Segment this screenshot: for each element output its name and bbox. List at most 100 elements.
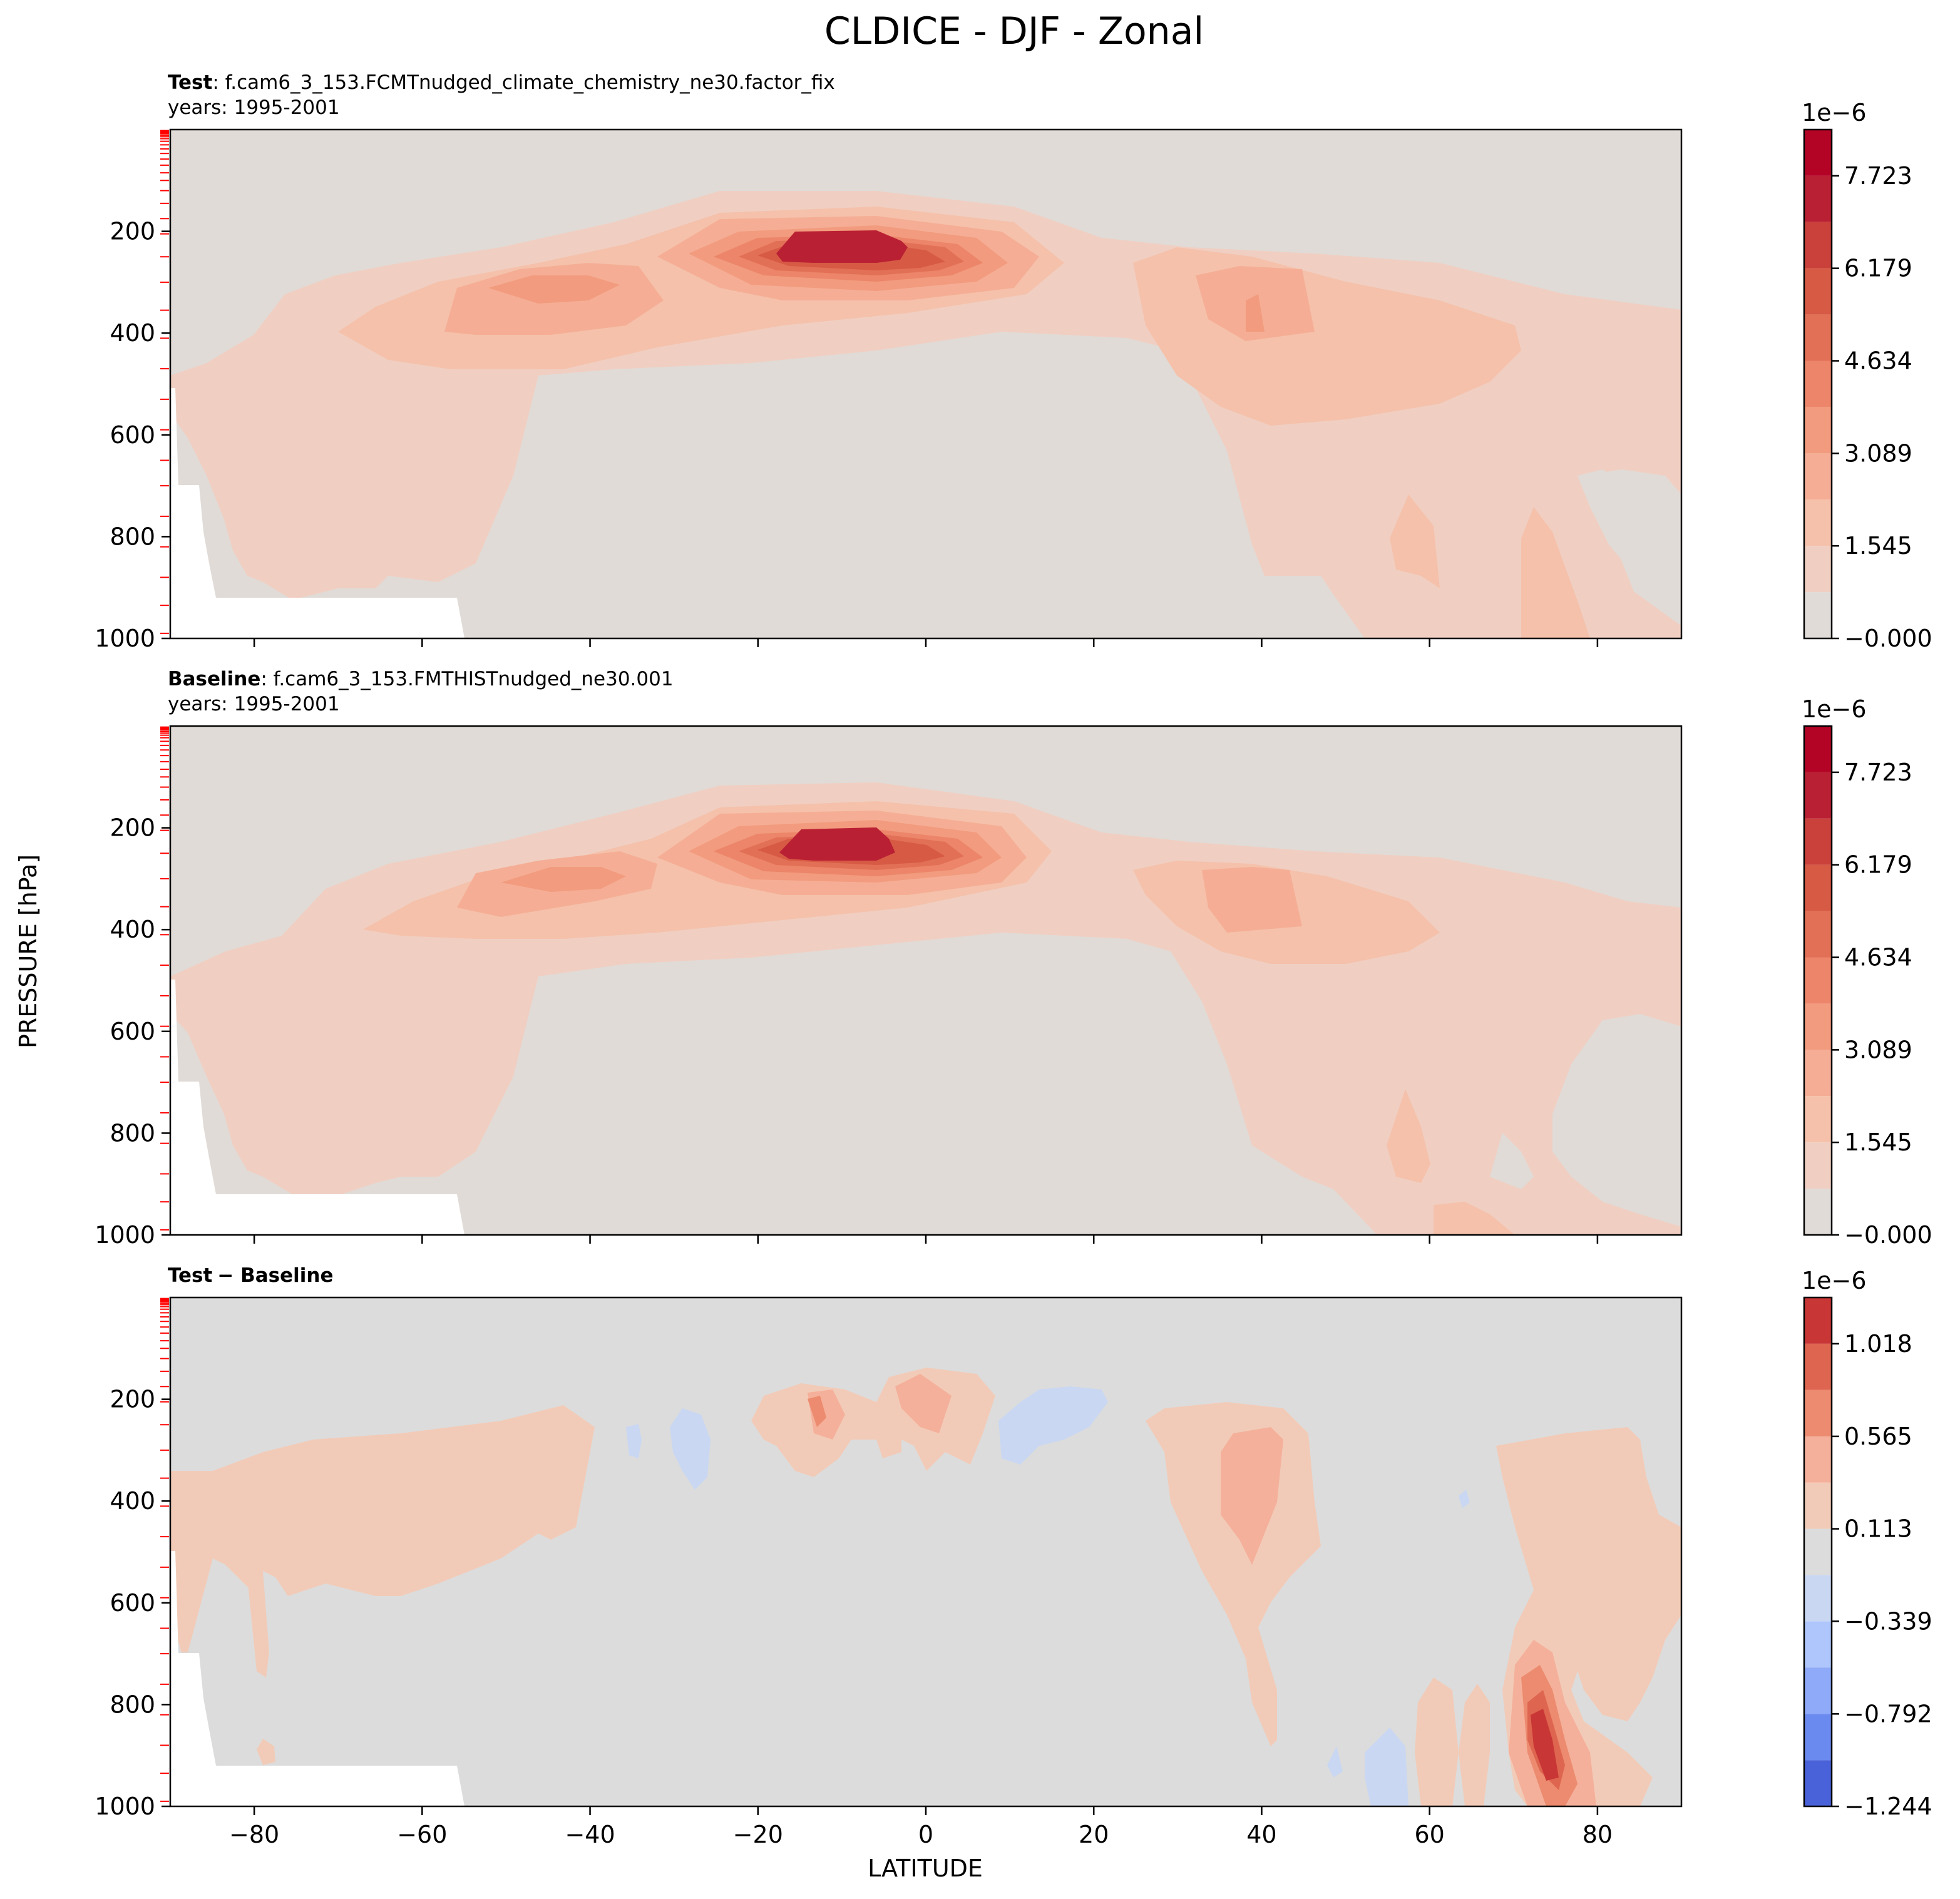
panel-subtitle: years: 1995-2001 [168,96,340,119]
panel-title: Baseline: f.cam6_3_153.FMTHISTnudged_ne3… [168,668,674,690]
contour-positive-2c [1221,1427,1283,1565]
x-tick-label: −40 [565,1821,615,1848]
colorbar-tick-label: 7.723 [1844,759,1912,786]
colorbar-segment [1804,1390,1832,1436]
y-tick-label: 1000 [95,1221,155,1249]
x-tick-label: −20 [733,1821,783,1848]
contour-positive-1 [170,1405,595,1652]
colorbar-tick-label: 3.089 [1844,1036,1912,1063]
x-tick-label: −60 [397,1821,447,1848]
model-level-ticks [160,130,169,634]
colorbar-segment [1804,864,1832,911]
contour-level-2d [1521,507,1590,638]
y-tick-label: 400 [110,916,155,943]
y-tick-label: 800 [110,1119,155,1147]
model-level-ticks [160,1298,169,1802]
contour-positive-1b [247,1571,269,1677]
contour-negative-1 [670,1408,711,1490]
x-ticks: −80 −60 −40 −20 0 20 40 60 80 [229,1806,1613,1848]
panel-title: Test − Baseline [168,1264,333,1287]
topography-mask [170,980,464,1235]
colorbar-segment [1804,222,1832,269]
model-level-ticks [160,726,169,1231]
colorbar-segment [1804,1436,1832,1483]
y-ticks: 200 400 600 800 1000 [95,218,170,652]
colorbar-tick-label: 6.179 [1844,851,1912,879]
colorbar-tick-label: 4.634 [1844,944,1912,971]
x-tick-label: 80 [1583,1821,1613,1848]
contour-positive-5 [1531,1709,1559,1781]
panel-title-bold: Test [168,1264,213,1287]
x-tick-label: −80 [229,1821,279,1848]
contour-positive-1f [1415,1677,1459,1806]
colorbar-segment [1804,499,1832,546]
panel-baseline: Baseline: f.cam6_3_153.FMTHISTnudged_ne3… [95,668,1932,1249]
panel-title-rest: : f.cam6_3_153.FCMTnudged_climate_chemis… [212,71,834,94]
colorbar-segment [1804,1298,1832,1344]
colorbar-segment [1804,772,1832,819]
colorbar-segment [1804,268,1832,315]
colorbar-segment [1804,314,1832,361]
colorbar-tick-label: 1.545 [1844,1129,1912,1156]
colorbar-segment [1804,175,1832,222]
colorbar: −0.000 1.545 3.089 4.634 6.179 7.723 1e−6 [1802,695,1932,1249]
colorbar-segment [1804,957,1832,1004]
x-axis-label: LATITUDE [868,1855,983,1882]
y-tick-label: 600 [110,1589,155,1617]
colorbar-frame [1803,1296,1833,1808]
colorbar-offset-label: 1e−6 [1802,1267,1867,1294]
contour-level-2c [1390,494,1440,588]
colorbar-segment [1804,1667,1832,1714]
colorbar-tick-label: 7.723 [1844,162,1912,190]
x-tick-label: 20 [1079,1821,1109,1848]
panel-title-rest: : f.cam6_3_153.FMTHISTnudged_ne30.001 [260,668,673,690]
y-tick-label: 400 [110,1487,155,1515]
colorbar-segment [1804,1575,1832,1622]
colorbar-tick-label: 4.634 [1844,347,1912,375]
y-ticks: 200 400 600 800 1000 [95,814,170,1249]
colorbar-segment [1804,546,1832,593]
colorbar-segment [1804,453,1832,500]
colorbar-tick-label: −0.000 [1844,625,1932,652]
x-ticks [253,638,1599,647]
panel-title-bold: Test [168,71,213,94]
colorbar-segment [1804,1482,1832,1529]
figure-title: CLDICE - DJF - Zonal [824,9,1204,53]
panel-title-rest: − Baseline [217,1264,333,1287]
colorbar-segment [1804,407,1832,454]
contour-level-3c [1202,867,1302,933]
colorbar-tick-label: −0.792 [1844,1700,1932,1728]
colorbar-tick-label: 3.089 [1844,439,1912,467]
contour-level-1-patch [1584,469,1681,601]
panel-test: Test: f.cam6_3_153.FCMTnudged_climate_ch… [95,71,1932,652]
colorbar-segment [1804,1621,1832,1668]
colorbar-segment [1804,726,1832,772]
y-ticks: 200 400 600 800 1000 [95,1386,170,1820]
contour-level-8 [779,827,895,861]
colorbar: −1.244 −0.792 −0.339 0.113 0.565 1.018 1e−6 [1802,1267,1932,1820]
colorbar-tick-label: −0.339 [1844,1607,1932,1635]
colorbar-tick-label: 1.545 [1844,532,1912,560]
colorbar-segment [1804,592,1832,638]
x-ticks [253,1235,1599,1244]
colorbar-tick-label: 0.565 [1844,1423,1912,1450]
contour-positive-2b [895,1374,952,1433]
colorbar-segment [1804,1003,1832,1050]
contour-positive-3 [808,1396,826,1427]
x-tick-label: 40 [1246,1821,1276,1848]
y-tick-label: 200 [110,218,155,245]
y-tick-label: 800 [110,1691,155,1718]
x-tick-label: 0 [918,1821,933,1848]
y-tick-label: 1000 [95,1793,155,1820]
y-axis-label: PRESSURE [hPa] [14,854,42,1048]
colorbar-segment [1804,1760,1832,1806]
contour-negative-1c [998,1386,1108,1465]
colorbar-segment [1804,1096,1832,1143]
contour-negative-1d [1365,1728,1408,1806]
colorbar-segment [1804,1528,1832,1575]
contour-level-2c [1387,1089,1430,1183]
colorbar-segment [1804,818,1832,865]
contour-negative-1e [1327,1746,1343,1778]
contour-level-4 [501,867,626,892]
